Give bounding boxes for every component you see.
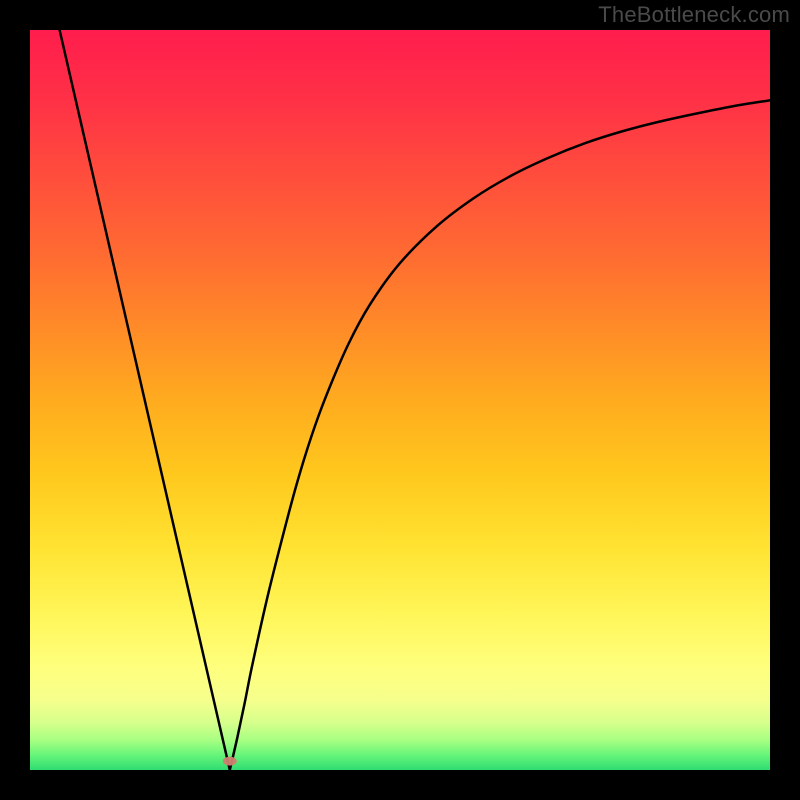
chart-svg — [30, 30, 770, 770]
watermark-text: TheBottleneck.com — [598, 2, 790, 28]
chart-frame: TheBottleneck.com — [0, 0, 800, 800]
plot-area — [30, 30, 770, 770]
min-marker — [223, 757, 237, 766]
